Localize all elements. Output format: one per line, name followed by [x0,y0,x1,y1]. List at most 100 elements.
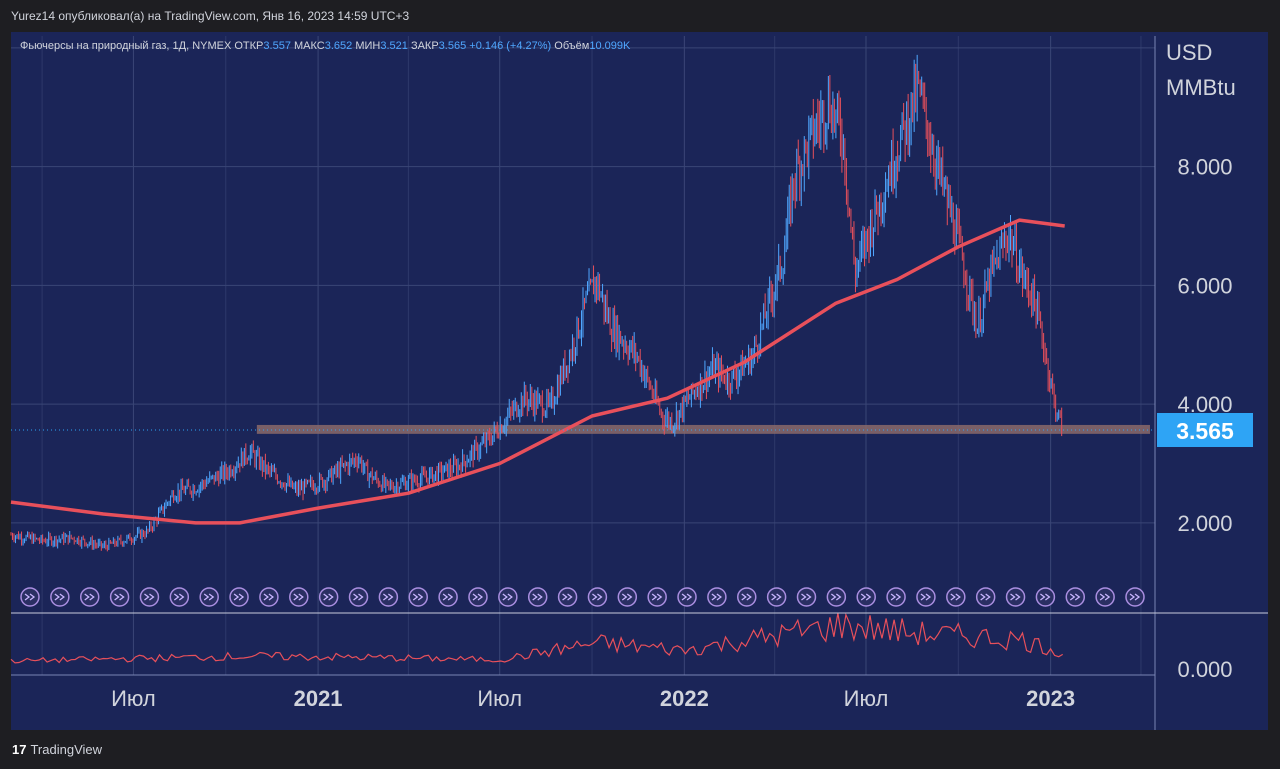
event-marker[interactable] [946,587,966,607]
double-arrow-icon [173,593,185,601]
event-marker[interactable] [199,587,219,607]
double-arrow-icon [442,593,454,601]
double-arrow-icon [1010,593,1021,601]
event-marker[interactable] [617,587,638,607]
candles-layer [10,54,1063,552]
double-arrow-icon [920,593,932,601]
price-tick-label: 2.000 [1177,511,1232,536]
double-arrow-icon [263,593,275,601]
event-marker[interactable] [826,587,847,607]
volume-value: 10.099K [589,40,631,52]
time-tick-label: 2022 [660,686,709,711]
double-arrow-icon [562,593,573,601]
last-price-tag[interactable] [1157,412,1253,447]
double-arrow-icon [651,593,663,601]
event-marker[interactable] [916,587,936,607]
events-layer [20,587,1145,607]
event-marker[interactable] [1065,587,1086,607]
double-arrow-icon [382,593,394,601]
event-marker[interactable] [1005,587,1026,607]
event-marker[interactable] [289,587,309,607]
chart-frame[interactable] [11,32,1268,730]
event-marker[interactable] [229,587,249,607]
event-marker[interactable] [378,587,399,607]
event-marker[interactable] [139,587,160,607]
publisher-line: Yurez14 опубликовал(а) на TradingView.co… [11,9,410,23]
double-arrow-icon [24,593,36,601]
event-marker[interactable] [587,587,608,607]
event-marker[interactable] [707,587,727,607]
support-zone-layer [256,424,1150,434]
double-arrow-icon [412,593,424,601]
double-arrow-icon [84,593,95,601]
double-arrow-icon [203,593,215,601]
volume-tick-label: 0.000 [1177,657,1232,682]
event-marker[interactable] [50,587,70,607]
double-arrow-icon [860,593,872,601]
event-marker[interactable] [527,587,548,607]
event-marker[interactable] [1035,587,1056,607]
event-marker[interactable] [169,587,190,607]
double-arrow-icon [801,593,812,601]
double-arrow-icon [114,593,125,601]
double-arrow-icon [293,593,304,601]
moving-average-layer [10,218,1065,525]
change-value: +0.146 (+4.27%) [469,40,552,52]
event-marker[interactable] [79,587,100,607]
double-arrow-icon [323,593,334,601]
double-arrow-icon [144,593,155,601]
event-marker[interactable] [557,587,578,607]
open-label: ОТКР [234,40,264,52]
event-marker[interactable] [677,587,697,607]
event-marker[interactable] [468,587,488,607]
double-arrow-icon [1040,593,1051,601]
double-arrow-icon [502,593,513,601]
event-marker[interactable] [975,587,996,607]
event-marker[interactable] [348,587,369,607]
time-tick-label: 2023 [1026,686,1075,711]
double-arrow-icon [711,593,722,601]
time-tick-label: 2021 [294,686,343,711]
event-marker[interactable] [20,587,40,607]
event-marker[interactable] [647,587,667,607]
last-price-label: 3.565 [1176,418,1234,444]
event-marker[interactable] [408,587,428,607]
support-zone [256,424,1150,434]
chart-legend: Фьючерсы на природный газ, 1Д, NYMEX ОТК… [20,40,630,52]
close-value: 3.565 [438,40,467,52]
price-tick-label: 8.000 [1177,155,1232,180]
event-marker[interactable] [109,587,130,607]
event-marker[interactable] [318,587,339,607]
high-label: МАКС [294,40,325,52]
price-unit-line1: USD [1166,40,1212,65]
time-tick-label: Июл [111,686,156,711]
event-marker[interactable] [856,587,876,607]
event-marker[interactable] [886,587,906,607]
publisher-header: Yurez14 опубликовал(а) на TradingView.co… [0,0,1280,32]
price-unit-line2: MMBtu [1166,75,1236,100]
tradingview-brand[interactable]: 17 TradingView [12,742,102,757]
brand-label: TradingView [30,742,103,757]
volume-pane [10,612,1063,664]
volume-label: Объём [554,40,590,52]
moving-average-line [10,218,1065,525]
low-value: 3.521 [380,40,408,52]
event-marker[interactable] [1095,587,1115,607]
event-marker[interactable] [796,587,817,607]
event-marker[interactable] [259,587,279,607]
double-arrow-icon [621,593,633,601]
event-marker[interactable] [766,587,787,607]
grid [11,36,1155,675]
double-arrow-icon [233,593,245,601]
event-marker[interactable] [498,587,518,607]
event-marker[interactable] [737,587,757,607]
instrument-label: Фьючерсы на природный газ, 1Д, NYMEX [20,40,232,52]
double-arrow-icon [1069,593,1081,601]
double-arrow-icon [54,593,65,601]
event-marker[interactable] [1125,587,1145,607]
price-tick-label: 6.000 [1177,273,1232,298]
double-arrow-icon [950,593,961,601]
event-marker[interactable] [438,587,458,607]
